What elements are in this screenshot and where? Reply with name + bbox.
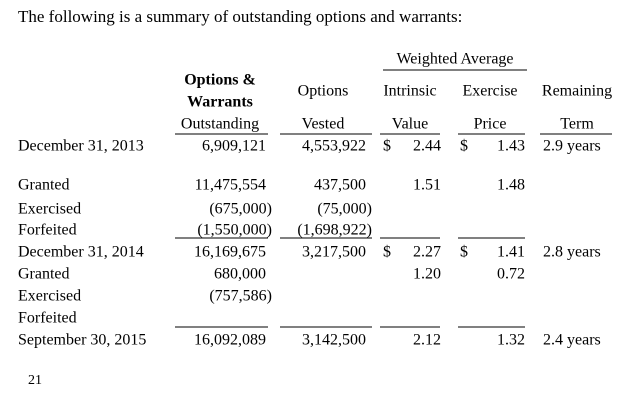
column-header: Warrants bbox=[187, 94, 253, 111]
cell: 3,217,500 bbox=[302, 244, 366, 261]
cell: 4,553,922 bbox=[302, 138, 366, 155]
column-header: Remaining bbox=[542, 83, 612, 100]
cell: 2.4 years bbox=[543, 332, 601, 349]
cell: 16,169,675 bbox=[194, 244, 266, 261]
currency: $ bbox=[460, 244, 468, 261]
cell: 0.72 bbox=[497, 266, 525, 283]
cell: 16,092,089 bbox=[194, 332, 266, 349]
row-label: Forfeited bbox=[18, 222, 77, 239]
row-label: December 31, 2014 bbox=[18, 244, 144, 261]
currency: $ bbox=[383, 138, 391, 155]
group-header: Weighted Average bbox=[396, 51, 513, 68]
row-label: Granted bbox=[18, 266, 70, 283]
currency: $ bbox=[383, 244, 391, 261]
currency: $ bbox=[460, 138, 468, 155]
cell: (675,000) bbox=[209, 201, 272, 218]
row-label: Forfeited bbox=[18, 310, 77, 327]
cell: 1.43 bbox=[497, 138, 525, 155]
column-header: Options & bbox=[184, 72, 256, 89]
column-header: Exercise bbox=[462, 83, 517, 100]
cell: (757,586) bbox=[209, 288, 272, 305]
row-label: Exercised bbox=[18, 288, 81, 305]
cell: 680,000 bbox=[214, 266, 266, 283]
intro: The following is a summary of outstandin… bbox=[18, 7, 462, 26]
row-label: December 31, 2013 bbox=[18, 138, 144, 155]
page-number: 21 bbox=[28, 373, 42, 388]
column-header: Value bbox=[392, 116, 428, 133]
row-label: Exercised bbox=[18, 201, 81, 218]
cell: 437,500 bbox=[314, 177, 366, 194]
cell: 1.48 bbox=[497, 177, 525, 194]
column-header: Intrinsic bbox=[383, 83, 436, 100]
column-header: Vested bbox=[302, 116, 345, 133]
cell: 2.12 bbox=[413, 332, 441, 349]
cell: 2.8 years bbox=[543, 244, 601, 261]
cell: 2.44 bbox=[413, 138, 441, 155]
column-header: Outstanding bbox=[181, 116, 259, 133]
cell: 3,142,500 bbox=[302, 332, 366, 349]
cell: (1,550,000) bbox=[197, 222, 272, 239]
cell: 1.41 bbox=[497, 244, 525, 261]
row-label: September 30, 2015 bbox=[18, 332, 146, 349]
row-label: Granted bbox=[18, 177, 70, 194]
cell: (1,698,922) bbox=[297, 222, 372, 239]
cell: 1.51 bbox=[413, 177, 441, 194]
column-header: Price bbox=[474, 116, 507, 133]
cell: 2.9 years bbox=[543, 138, 601, 155]
cell: 2.27 bbox=[413, 244, 441, 261]
cell: 1.20 bbox=[413, 266, 441, 283]
cell: 6,909,121 bbox=[202, 138, 266, 155]
column-header: Options bbox=[298, 83, 349, 100]
cell: 1.32 bbox=[497, 332, 525, 349]
column-header: Term bbox=[560, 116, 594, 133]
cell: 11,475,554 bbox=[195, 177, 266, 194]
cell: (75,000) bbox=[317, 201, 372, 218]
